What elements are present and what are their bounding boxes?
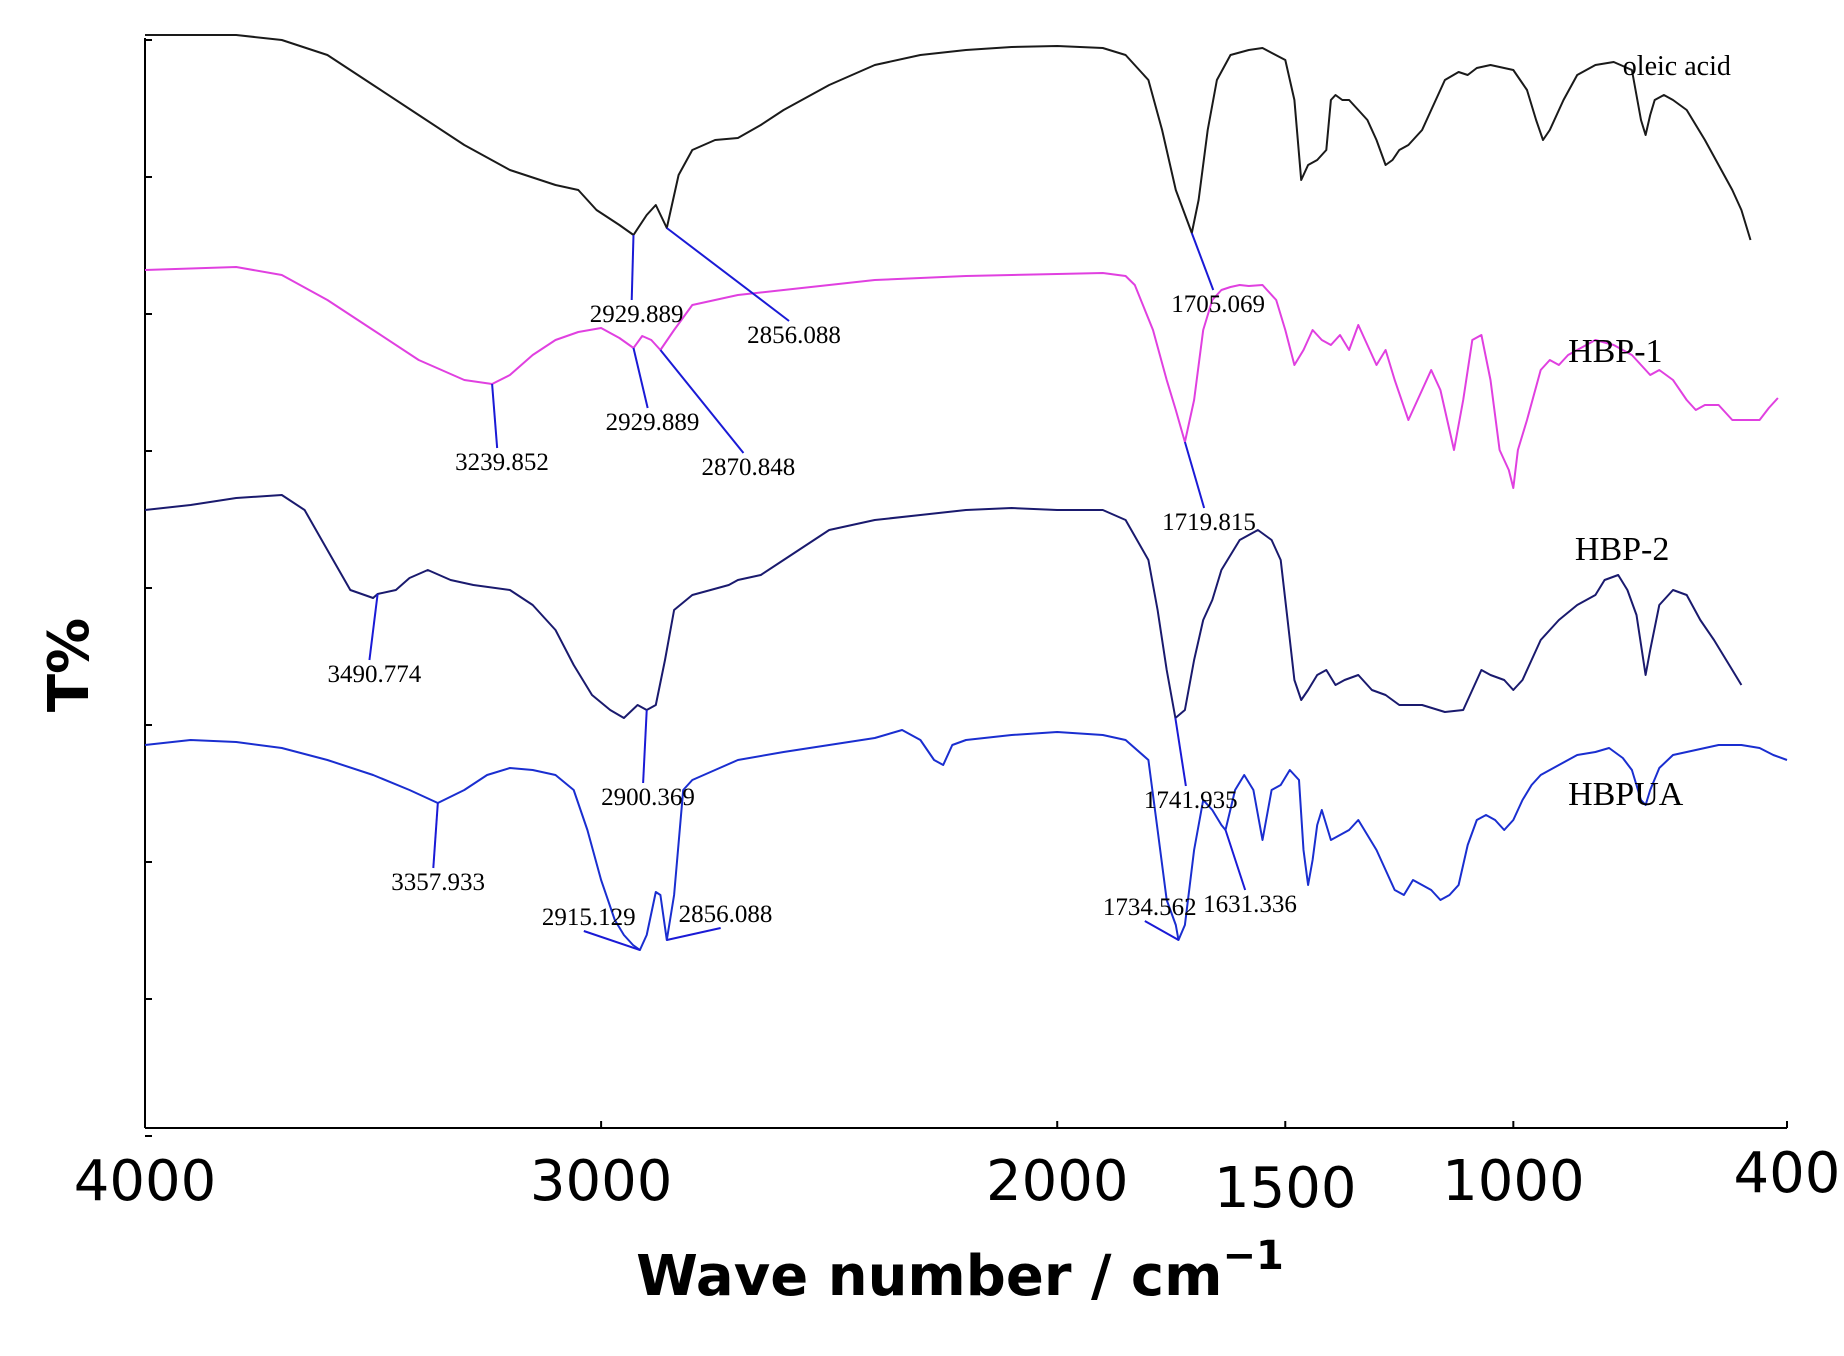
peak-leader-line xyxy=(632,347,649,409)
peak-annotation: 2929.889 xyxy=(606,347,700,436)
peak-annotations: 2929.889 2856.088 1705.069 3239.852 2929.889… xyxy=(327,227,1297,951)
peak-leader-line xyxy=(491,383,499,449)
spectra xyxy=(144,34,1788,951)
peak-leader-line xyxy=(1224,829,1247,891)
peak-leader-line xyxy=(666,227,790,322)
series-line-hbp-1 xyxy=(144,266,1779,489)
series-label-oleic-acid: oleic acid xyxy=(1623,51,1731,82)
peak-annotation: 2856.088 xyxy=(666,901,773,941)
x-tick-label: 1500 xyxy=(1214,1156,1357,1221)
peak-label: 2856.088 xyxy=(747,322,841,349)
peak-label: 2870.848 xyxy=(701,454,795,481)
peak-annotation: 2900.369 xyxy=(601,709,695,811)
peak-annotation: 1741.935 xyxy=(1144,717,1238,814)
peak-annotation: 3357.933 xyxy=(391,802,485,896)
peak-leader-line xyxy=(666,927,721,941)
series-label-hbp-2: HBP-2 xyxy=(1575,531,1669,568)
peak-label: 3239.852 xyxy=(455,449,549,476)
x-tick-labels: 4000 3000 2000 1500 1000 400 xyxy=(74,1141,1841,1221)
series-line-hbp-2 xyxy=(144,494,1743,719)
peak-leader-line xyxy=(1174,717,1187,787)
peak-annotation: 2915.129 xyxy=(542,904,641,951)
peak-annotation: 2870.848 xyxy=(659,349,795,481)
peak-label: 1705.069 xyxy=(1171,291,1265,318)
x-axis-title-text: Wave number / cm xyxy=(636,1244,1222,1309)
peak-label: 2929.889 xyxy=(606,409,700,436)
peak-label: 1741.935 xyxy=(1144,787,1238,814)
series-label-hbp-1: HBP-1 xyxy=(1568,333,1662,370)
peak-leader-line xyxy=(659,349,745,454)
y-axis-title: T% xyxy=(37,618,102,712)
x-tick-label: 2000 xyxy=(986,1149,1129,1214)
x-tick-label: 1000 xyxy=(1442,1149,1585,1214)
x-axis-title-sup: −1 xyxy=(1222,1233,1283,1279)
peak-label: 3490.774 xyxy=(327,661,421,688)
peak-annotation: 1705.069 xyxy=(1171,232,1265,318)
y-ticks xyxy=(145,39,152,1137)
peak-leader-line xyxy=(630,234,635,301)
x-tick-label: 4000 xyxy=(74,1149,217,1214)
series-labels: oleic acid HBP-1 HBP-2 HBPUA xyxy=(1568,51,1731,813)
series-label-hbpua: HBPUA xyxy=(1568,776,1684,813)
axes: 4000 3000 2000 1500 1000 400 xyxy=(74,38,1841,1221)
peak-label: 2900.369 xyxy=(601,784,695,811)
peak-leader-line xyxy=(1144,920,1180,941)
peak-label: 2929.889 xyxy=(590,301,684,328)
peak-label: 3357.933 xyxy=(391,869,485,896)
peak-annotation: 3239.852 xyxy=(455,383,549,476)
peak-label: 1719.815 xyxy=(1162,509,1256,536)
peak-label: 2915.129 xyxy=(542,904,636,931)
peak-annotation: 1631.336 xyxy=(1203,829,1297,918)
peak-leader-line xyxy=(1190,232,1215,291)
x-axis-title: Wave number / cm−1 xyxy=(636,1233,1284,1309)
peak-leader-line xyxy=(583,930,641,951)
peak-annotation: 2929.889 xyxy=(590,234,684,328)
peak-annotation: 1734.562 xyxy=(1103,894,1197,941)
peak-label: 1734.562 xyxy=(1103,894,1197,921)
peak-annotation: 3490.774 xyxy=(327,593,422,688)
peak-annotation: 2856.088 xyxy=(666,227,841,349)
peak-leader-line xyxy=(1183,441,1206,509)
peak-annotation: 1719.815 xyxy=(1162,441,1256,536)
x-tick-marks xyxy=(144,1121,1788,1128)
peak-leader-line xyxy=(642,709,648,784)
peak-leader-line xyxy=(368,593,379,661)
peak-label: 1631.336 xyxy=(1203,891,1297,918)
series-line-hbpua xyxy=(144,729,1788,951)
x-tick-label: 3000 xyxy=(530,1149,673,1214)
series-line-oleic-acid xyxy=(145,34,1752,241)
peak-label: 2856.088 xyxy=(679,901,773,928)
peak-leader-line xyxy=(432,802,439,869)
x-tick-label: 400 xyxy=(1734,1141,1841,1206)
